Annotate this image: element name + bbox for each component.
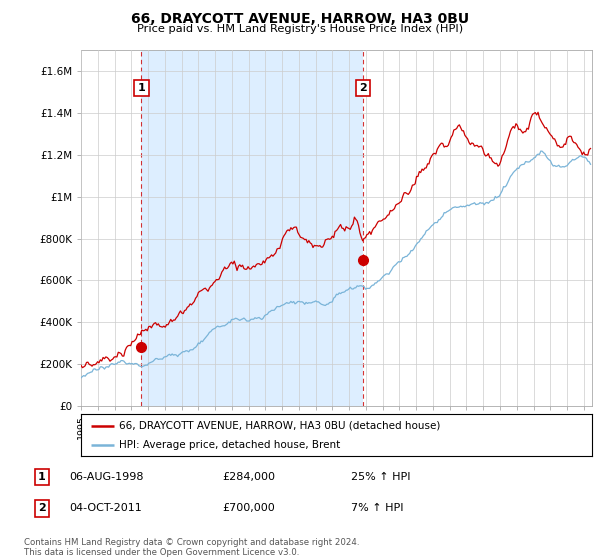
- Bar: [142, 50, 363, 406]
- Text: 7% ↑ HPI: 7% ↑ HPI: [351, 503, 404, 514]
- Text: 66, DRAYCOTT AVENUE, HARROW, HA3 0BU (detached house): 66, DRAYCOTT AVENUE, HARROW, HA3 0BU (de…: [119, 421, 441, 431]
- Text: £284,000: £284,000: [222, 472, 275, 482]
- Text: 1: 1: [38, 472, 46, 482]
- Text: 04-OCT-2011: 04-OCT-2011: [69, 503, 142, 514]
- Text: £700,000: £700,000: [222, 503, 275, 514]
- Text: 2: 2: [359, 83, 367, 93]
- Text: 06-AUG-1998: 06-AUG-1998: [69, 472, 143, 482]
- Text: 25% ↑ HPI: 25% ↑ HPI: [351, 472, 410, 482]
- Text: 66, DRAYCOTT AVENUE, HARROW, HA3 0BU: 66, DRAYCOTT AVENUE, HARROW, HA3 0BU: [131, 12, 469, 26]
- Text: 2: 2: [38, 503, 46, 514]
- Text: 1: 1: [137, 83, 145, 93]
- Text: Price paid vs. HM Land Registry's House Price Index (HPI): Price paid vs. HM Land Registry's House …: [137, 24, 463, 34]
- Text: HPI: Average price, detached house, Brent: HPI: Average price, detached house, Bren…: [119, 440, 341, 450]
- Text: Contains HM Land Registry data © Crown copyright and database right 2024.
This d: Contains HM Land Registry data © Crown c…: [24, 538, 359, 557]
